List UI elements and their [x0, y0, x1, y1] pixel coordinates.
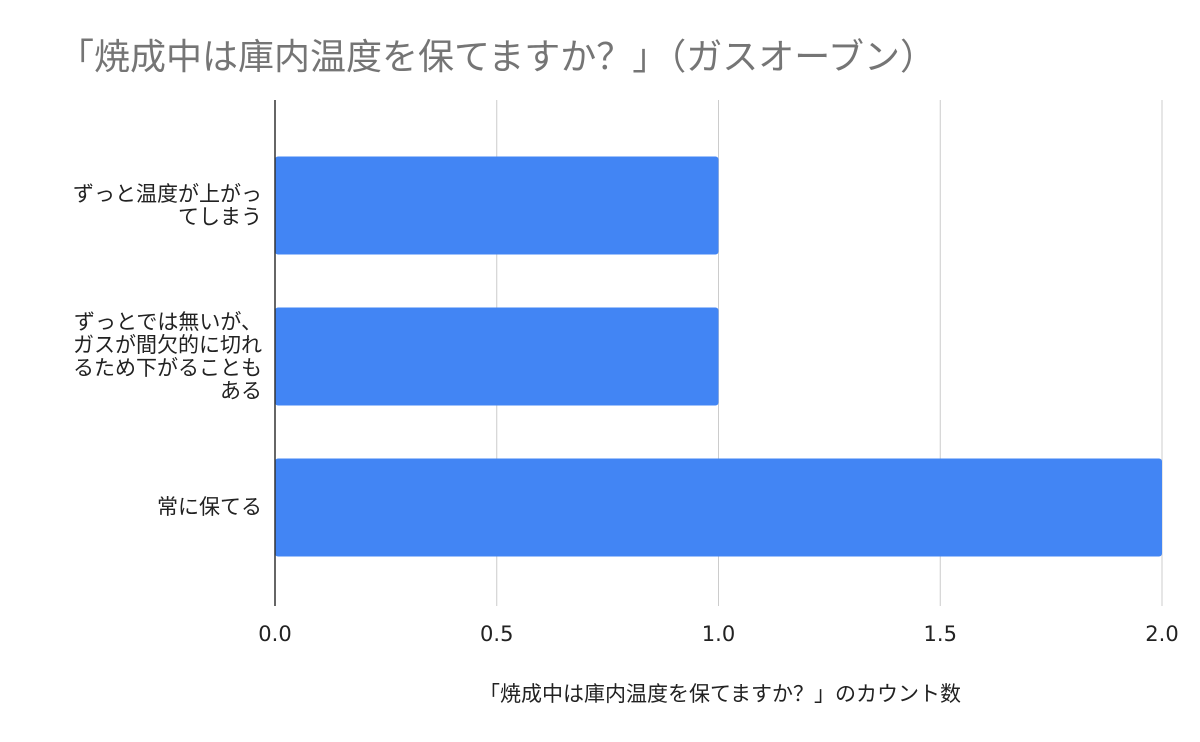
bar-2 [275, 458, 1162, 557]
category-label-line: るため下がることも [73, 355, 262, 380]
category-label-line: ある [220, 378, 262, 403]
x-axis-title: 「焼成中は庫内温度を保てますか？」のカウント数 [479, 682, 961, 706]
category-label-line: ずっとでは無いが、 [74, 309, 262, 334]
category-label-line: ガスが間欠的に切れ [73, 332, 262, 357]
category-label: 常に保てる [57, 496, 262, 519]
x-tick-label: 1.0 [702, 622, 735, 646]
bar-0 [275, 156, 719, 255]
x-tick-label: 0.5 [480, 622, 513, 646]
category-label: ずっと温度が上がっ てしまう [57, 181, 262, 229]
x-tick-label: 2.0 [1145, 622, 1178, 646]
category-label-line: ずっと温度が上がっ [73, 181, 262, 206]
x-tick-label: 0.0 [258, 622, 291, 646]
category-label-line: てしまう [178, 204, 262, 229]
category-label: ずっとでは無いが、 ガスが間欠的に切れ るため下がることも ある [57, 309, 262, 403]
category-label-line: 常に保てる [157, 495, 262, 519]
x-tick-label: 1.5 [924, 622, 957, 646]
chart-title: 「焼成中は庫内温度を保てますか？」（ガスオーブン） [58, 37, 937, 78]
bar-1 [275, 307, 719, 406]
